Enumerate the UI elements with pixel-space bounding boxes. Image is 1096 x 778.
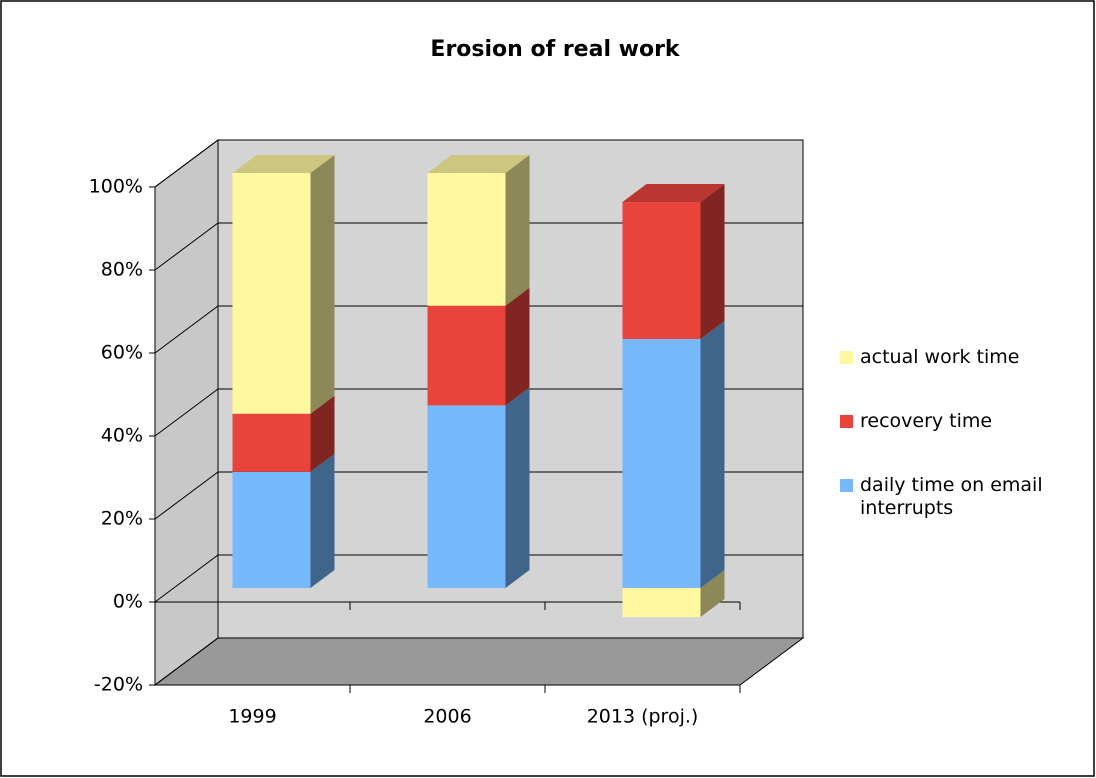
legend-label: daily time on email interrupts [860,474,1043,519]
x-tick-label: 2013 (proj.) [587,706,699,728]
bar-side [310,155,335,414]
bar [622,339,701,588]
chart-title: Erosion of real work [430,37,681,62]
bar-side [700,570,725,618]
y-tick-label: 80% [101,259,143,281]
bar-side [505,387,530,588]
bar [427,305,506,406]
legend-label: recovery time [860,410,993,432]
bar-top [622,184,725,203]
bar-side [700,184,725,339]
bar [622,588,701,618]
bar-side [310,395,335,472]
y-tick-label: 100% [89,176,143,198]
legend-swatch [840,479,853,492]
y-tick-label: 20% [101,508,143,530]
bar-top [427,155,530,173]
bar [427,173,506,306]
grid-line [154,388,803,437]
floor [153,637,805,686]
grid-line [154,139,803,188]
grid-line [154,305,803,354]
bar-side [505,287,530,406]
y-tick-label: -20% [94,674,143,696]
grid-line [154,637,803,686]
bar [232,173,311,414]
bar [622,202,701,339]
legend-swatch [840,415,853,428]
y-tick-label: 0% [113,591,143,613]
x-tick-label: 2006 [423,706,471,728]
grid-line [154,471,803,520]
bar-top [232,155,335,173]
grid-line [154,554,803,603]
bar-side [700,321,725,588]
y-tick-label: 60% [101,342,143,364]
legend-label: actual work time [860,346,1020,368]
bar [232,471,311,588]
bar-side [505,155,530,306]
grid-line [154,222,803,271]
bar [232,413,311,472]
legend-swatch [840,351,853,364]
y-tick-label: 40% [101,425,143,447]
bar-side [310,453,335,588]
bar [427,405,506,588]
x-tick-label: 1999 [228,706,276,728]
